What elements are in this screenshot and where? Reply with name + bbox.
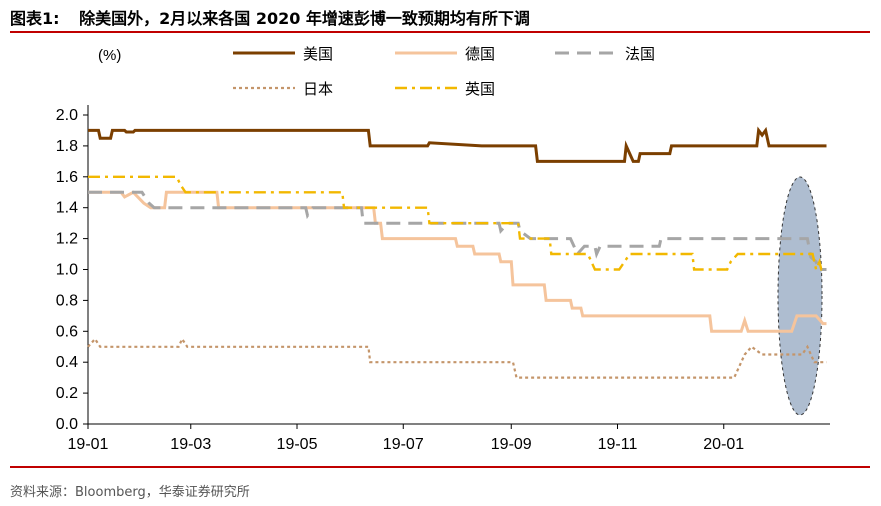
source-note: 资料来源：Bloomberg，华泰证券研究所 — [10, 485, 250, 500]
highlight-ellipse — [777, 176, 823, 416]
y-tick-label: 0.6 — [56, 323, 78, 340]
y-tick-label: 0.0 — [56, 416, 78, 433]
y-tick-label: 0.4 — [56, 354, 78, 371]
series-line-germany — [88, 190, 827, 333]
x-tick-label: 19-11 — [598, 436, 638, 453]
figure-label: 图表1: — [10, 9, 60, 28]
series-line-japan — [87, 336, 827, 379]
y-tick-label: 2.0 — [56, 107, 78, 124]
y-tick-label: 0.2 — [56, 385, 78, 402]
y-tick-label: 1.4 — [56, 200, 78, 217]
legend-label-japan: 日本 — [303, 80, 333, 98]
legend-label-uk: 英国 — [465, 80, 495, 98]
x-tick-label: 19-01 — [68, 436, 109, 453]
x-tick-label: 19-07 — [383, 436, 424, 453]
y-tick-label: 1.0 — [56, 262, 78, 279]
y-tick-label: 1.8 — [56, 138, 78, 155]
x-tick-label: 20-01 — [703, 436, 744, 453]
legend-label-france: 法国 — [625, 45, 655, 63]
series-lines — [87, 126, 827, 379]
title-text: 除美国外，2月以来各国 2020 年增速彭博一致预期均有所下调 — [79, 9, 530, 28]
y-tick-label: 0.8 — [56, 292, 78, 309]
y-tick-label: 1.2 — [56, 231, 78, 248]
series-line-france — [88, 190, 827, 271]
top-rule — [10, 31, 870, 33]
series-line-us — [88, 126, 827, 163]
legend-label-germany: 德国 — [465, 45, 495, 63]
axes: 0.0 0.2 0.4 0.6 0.8 1.0 1.2 1.4 1.6 1.8 2.0 19-01 19… — [56, 105, 830, 453]
y-tick-label: 1.6 — [56, 169, 78, 186]
x-tick-label: 19-05 — [277, 436, 318, 453]
chart-title: 图表1: 除美国外，2月以来各国 2020 年增速彭博一致预期均有所下调 — [10, 5, 530, 29]
series-line-uk — [88, 175, 827, 274]
x-tick-label: 19-03 — [170, 436, 211, 453]
y-axis-label: (%) — [98, 47, 121, 64]
legend-label-us: 美国 — [303, 45, 333, 63]
x-tick-label: 19-09 — [491, 436, 532, 453]
bottom-rule — [10, 466, 870, 468]
